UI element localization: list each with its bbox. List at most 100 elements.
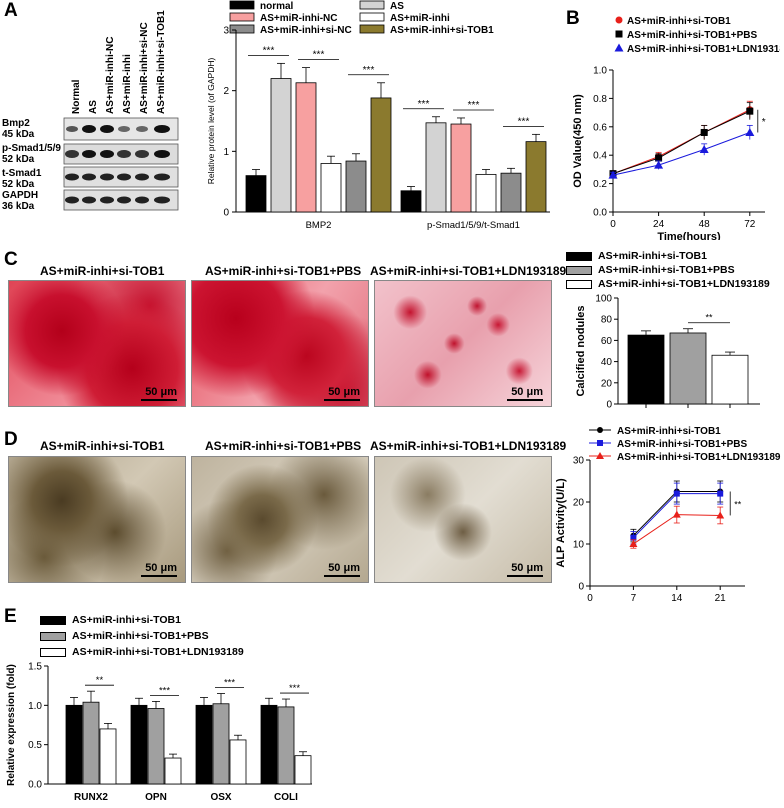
blot-row-name: Bmp2 xyxy=(2,118,30,129)
x-category-label: RUNX2 xyxy=(74,792,108,803)
blot-strip-t-smad xyxy=(63,166,179,188)
panel-label-b: B xyxy=(566,8,580,29)
chart-b-od-value: AS+miR-inhi+si-TOB1 AS+miR-inhi+si-TOB1+P… xyxy=(572,16,780,240)
legend-c-1: AS+miR-inhi+si-TOB1 xyxy=(566,250,707,262)
data-point xyxy=(629,540,638,547)
alizarin-image-1: 50 μm xyxy=(8,280,186,407)
x-tick-label: 0 xyxy=(610,219,616,230)
micro-d-title-1: AS+miR-inhi+si-TOB1 xyxy=(40,439,165,453)
y-tick-label: 1.0 xyxy=(28,701,42,712)
legend-label: AS+miR-inhi+si-TOB1 xyxy=(627,16,731,27)
y-tick-label: 0.4 xyxy=(593,151,607,162)
y-tick-label: 20 xyxy=(573,498,585,509)
chart-d-alp-activity: AS+miR-inhi+si-TOB1 AS+miR-inhi+si-TOB1+P… xyxy=(555,426,781,604)
legend-label: AS+miR-inhi+si-TOB1+LDN193189 xyxy=(598,278,770,290)
data-point xyxy=(699,145,709,154)
y-tick-label: 0 xyxy=(223,208,229,219)
data-point xyxy=(700,128,708,136)
y-tick-label: 1.5 xyxy=(28,662,42,673)
data-point xyxy=(745,127,755,136)
bar xyxy=(500,172,522,213)
scale-bar xyxy=(324,399,360,401)
legend-swatch xyxy=(359,0,385,10)
legend-label: AS+miR-inhi-NC xyxy=(260,13,338,24)
blot-lane-label: AS+miR-inhi+si-TOB1 xyxy=(156,10,167,114)
legend-label: AS+miR-inhi+si-TOB1+LDN193189 xyxy=(627,44,780,55)
x-axis-label: Time(hours) xyxy=(657,231,721,240)
panel-label-d: D xyxy=(4,429,18,450)
legend-swatch xyxy=(40,647,66,657)
x-tick-label: 0 xyxy=(587,593,593,604)
scale-label: 50 μm xyxy=(511,386,543,398)
y-tick-label: 2 xyxy=(223,86,229,97)
bar xyxy=(425,122,447,213)
legend-c-2: AS+miR-inhi+si-TOB1+PBS xyxy=(566,264,735,276)
bar xyxy=(164,757,182,785)
significance-label: *** xyxy=(263,45,275,56)
legend-label: normal xyxy=(260,1,294,12)
bar xyxy=(260,704,278,785)
legend-swatch xyxy=(566,265,592,275)
blot-row-kda: 52 kDa xyxy=(2,179,35,190)
bar xyxy=(320,163,342,213)
alp-image-1: 50 μm xyxy=(8,456,186,583)
data-point xyxy=(654,160,664,169)
alp-image-2: 50 μm xyxy=(191,456,369,583)
legend-swatch xyxy=(566,251,592,261)
panel-label-a: A xyxy=(4,0,18,21)
legend-label: AS+miR-inhi+si-TOB1+PBS xyxy=(617,439,747,450)
y-tick-label: 0 xyxy=(606,400,612,411)
y-tick-label: 3 xyxy=(223,26,229,37)
legend-swatch xyxy=(40,615,66,625)
y-axis-label: ALP Activity(U/L) xyxy=(555,478,567,568)
significance-label: *** xyxy=(159,685,170,696)
bar xyxy=(147,708,165,785)
data-point xyxy=(614,43,624,52)
significance-label: *** xyxy=(224,678,235,689)
significance-label: ** xyxy=(734,499,742,509)
x-tick-label: 48 xyxy=(699,219,711,230)
data-point xyxy=(672,510,681,518)
scale-label: 50 μm xyxy=(511,562,543,574)
y-tick-label: 80 xyxy=(601,315,613,326)
scale-label: 50 μm xyxy=(328,562,360,574)
bar xyxy=(669,332,707,405)
significance-label: *** xyxy=(418,99,430,110)
panel-label-e: E xyxy=(4,606,17,627)
x-tick-label: 21 xyxy=(715,593,727,604)
legend-label: AS+miR-inhi+si-TOB1 xyxy=(72,614,181,626)
significance-label: * xyxy=(762,117,766,128)
bar xyxy=(270,78,292,213)
data-point xyxy=(655,154,663,162)
y-tick-label: 0.2 xyxy=(593,179,607,190)
blot-row-name: t-Smad1 xyxy=(2,168,42,179)
series-line xyxy=(612,110,751,175)
x-category-label: BMP2 xyxy=(306,220,332,231)
legend-e-1: AS+miR-inhi+si-TOB1 xyxy=(40,614,181,626)
scale-label: 50 μm xyxy=(328,386,360,398)
y-tick-label: 0.0 xyxy=(593,208,607,219)
bar xyxy=(295,82,317,213)
y-tick-label: 20 xyxy=(601,378,613,389)
series-line xyxy=(612,109,751,175)
x-tick-label: 72 xyxy=(744,219,756,230)
legend-swatch xyxy=(40,631,66,641)
legend-label: AS+miR-inhi+si-TOB1+LDN193189 xyxy=(72,646,244,658)
alizarin-image-3: 50 μm xyxy=(374,280,552,407)
scale-bar xyxy=(324,575,360,577)
micro-c-title-2: AS+miR-inhi+si-TOB1+PBS xyxy=(205,264,362,278)
significance-label: *** xyxy=(468,100,480,111)
bar xyxy=(195,704,213,785)
blot-lane-label: AS xyxy=(88,100,99,114)
scale-label: 50 μm xyxy=(145,562,177,574)
significance-label: *** xyxy=(289,683,300,694)
blot-lane-label: AS+miR-inhi-NC xyxy=(105,37,116,115)
data-point xyxy=(608,170,618,179)
series-line xyxy=(612,132,750,176)
bar xyxy=(99,728,117,785)
blot-lane-label: Normal xyxy=(71,79,82,114)
bar xyxy=(277,706,295,785)
legend-label: AS+miR-inhi+si-TOB1 xyxy=(617,426,721,437)
data-point xyxy=(673,490,680,497)
legend-swatch xyxy=(229,0,255,10)
